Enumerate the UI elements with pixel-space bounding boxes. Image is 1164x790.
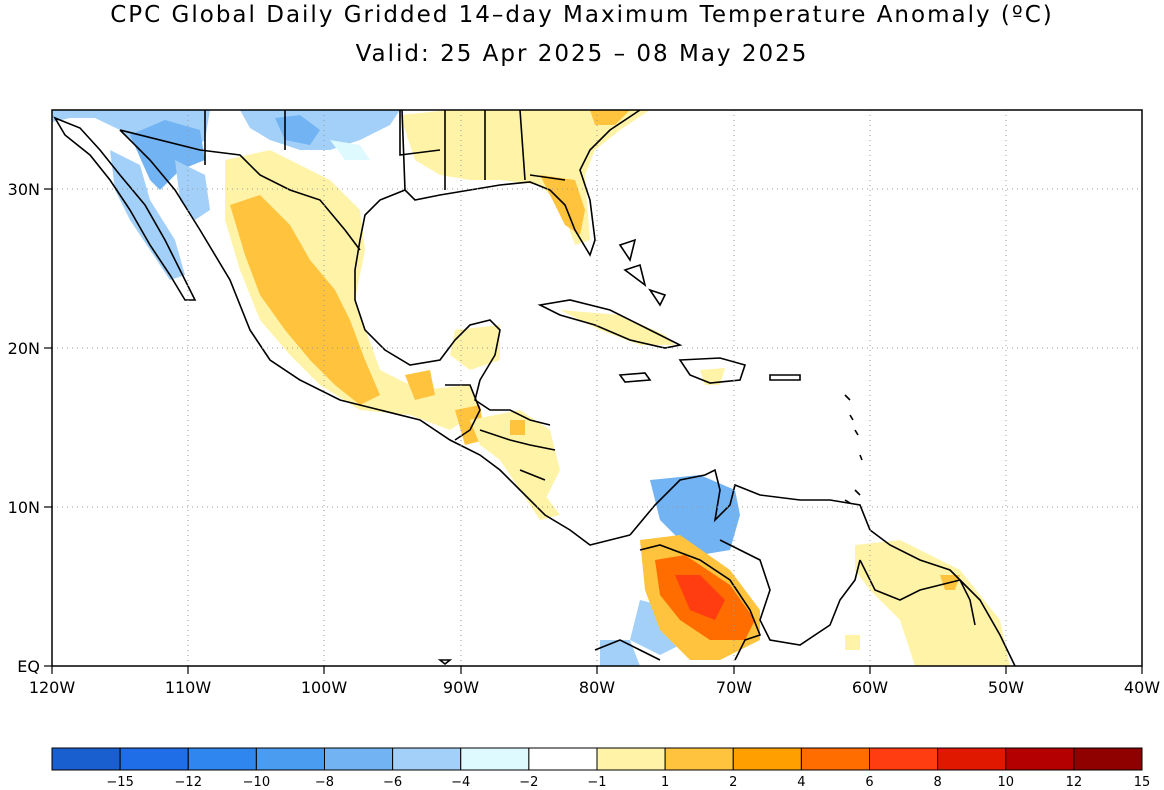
colorbar-label: 15 xyxy=(1134,775,1151,790)
colorbar-swatch xyxy=(255,747,325,771)
colorbar-swatch xyxy=(187,747,257,771)
lon-label: 50W xyxy=(988,678,1024,697)
colorbar-swatch xyxy=(324,747,394,771)
colorbar-swatch xyxy=(664,747,734,771)
latitude-labels: 30N 20N 10N EQ xyxy=(8,180,40,676)
axis-ticks xyxy=(44,188,1143,674)
graticule xyxy=(52,110,1142,666)
colorbar-swatch xyxy=(732,747,802,771)
colorbar-label: −10 xyxy=(243,775,270,790)
colorbar-swatch xyxy=(800,747,870,771)
lon-label: 80W xyxy=(579,678,615,697)
colorbar-swatch xyxy=(51,747,121,771)
coastlines xyxy=(53,110,1016,666)
colorbar-legend: −15 −12 −10 −8 −6 −4 −2 −1 1 2 4 6 8 10 12 15 xyxy=(51,747,1151,790)
lat-label: 10N xyxy=(8,498,40,517)
colorbar-label: 12 xyxy=(1066,775,1083,790)
lat-label: EQ xyxy=(17,657,40,676)
lon-label: 110W xyxy=(165,678,212,697)
lon-label: 120W xyxy=(29,678,76,697)
colorbar-swatch xyxy=(392,747,462,771)
colorbar-label: 6 xyxy=(865,775,873,790)
colorbar-label: 8 xyxy=(933,775,941,790)
colorbar-label: 4 xyxy=(797,775,805,790)
colorbar-swatch xyxy=(528,747,598,771)
colorbar-swatch xyxy=(119,747,189,771)
colorbar-label: −8 xyxy=(315,775,334,790)
colorbar-label: 2 xyxy=(729,775,737,790)
colorbar-label: −6 xyxy=(383,775,402,790)
colorbar-swatch xyxy=(1005,747,1075,771)
lon-label: 100W xyxy=(301,678,348,697)
lat-label: 30N xyxy=(8,180,40,199)
lon-label: 70W xyxy=(716,678,752,697)
map-subtitle: Valid: 25 Apr 2025 – 08 May 2025 xyxy=(355,41,809,67)
colorbar-label: 1 xyxy=(661,775,669,790)
colorbar-label: −12 xyxy=(175,775,202,790)
lon-label: 40W xyxy=(1124,678,1160,697)
colorbar-swatch xyxy=(460,747,530,771)
colorbar-swatch xyxy=(596,747,666,771)
map-frame xyxy=(51,109,1143,667)
lat-label: 20N xyxy=(8,339,40,358)
colorbar-label: −2 xyxy=(519,775,538,790)
colorbar-swatch xyxy=(937,747,1007,771)
map-title: CPC Global Daily Gridded 14–day Maximum … xyxy=(110,2,1054,28)
colorbar-swatch xyxy=(1073,747,1143,771)
colorbar-label: 10 xyxy=(997,775,1014,790)
colorbar-label: −4 xyxy=(451,775,470,790)
lon-label: 90W xyxy=(443,678,479,697)
anomaly-shading xyxy=(52,110,1010,666)
colorbar-swatch xyxy=(869,747,939,771)
lon-label: 60W xyxy=(852,678,888,697)
colorbar-label: −1 xyxy=(587,775,606,790)
colorbar-label: −15 xyxy=(106,775,133,790)
longitude-labels: 120W 110W 100W 90W 80W 70W 60W 50W 40W xyxy=(29,678,1160,697)
